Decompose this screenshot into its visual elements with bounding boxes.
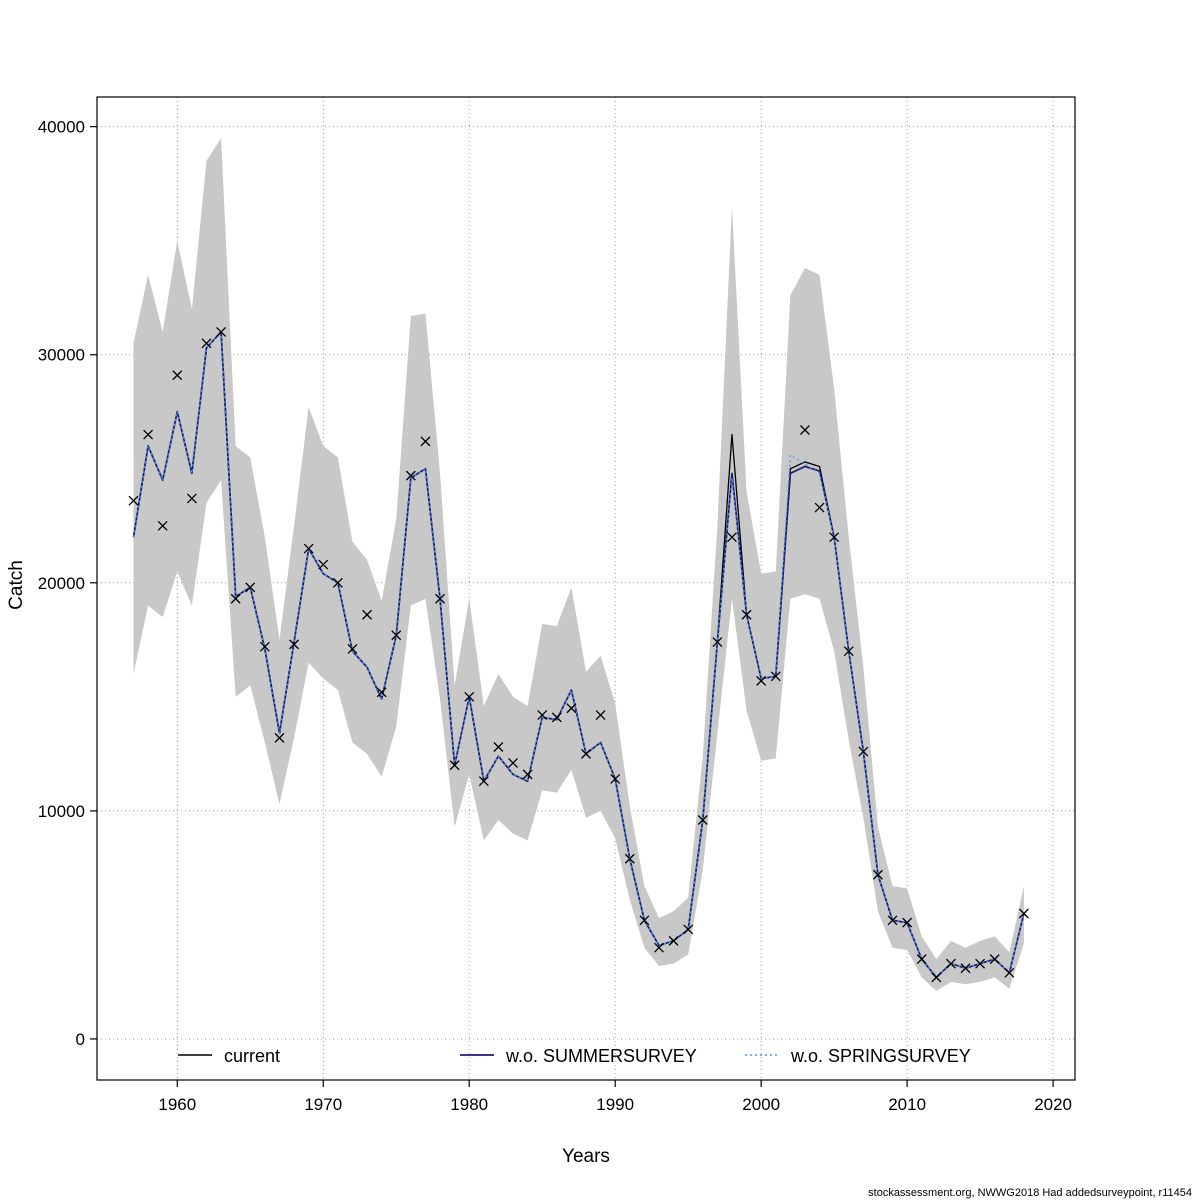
observation-marker: [216, 326, 227, 337]
observation-marker: [259, 641, 270, 652]
plot-area: 1960 1970 1980 1990 2000 2010 2020 0 10000 20000 3…: [38, 96, 1076, 1114]
observation-marker: [551, 712, 562, 723]
observation-marker: [537, 710, 548, 721]
observation-marker: [464, 691, 475, 702]
observation-marker: [610, 773, 621, 784]
observation-marker: [945, 958, 956, 969]
observation-marker: [289, 639, 300, 650]
observation-marker: [245, 582, 256, 593]
observation-marker: [478, 776, 489, 787]
observation-marker: [741, 609, 752, 620]
observation-marker: [1004, 967, 1015, 978]
x-tick-label: 1990: [596, 1095, 634, 1114]
observation-marker: [376, 687, 387, 698]
observation-marker: [186, 493, 197, 504]
legend-label-2: w.o. SPRINGSURVEY: [790, 1046, 971, 1066]
observation-marker: [303, 543, 314, 554]
observation-marker: [143, 429, 154, 440]
observation-marker: [362, 609, 373, 620]
observation-marker: [683, 924, 694, 935]
legend-label-0: current: [224, 1046, 280, 1066]
observation-marker: [347, 643, 358, 654]
observation-marker: [654, 942, 664, 953]
observation-marker: [318, 559, 329, 570]
observation-marker: [727, 532, 737, 543]
observation-marker: [157, 520, 168, 531]
observation-marker: [274, 732, 285, 743]
observation-marker: [405, 470, 416, 481]
x-tick-label: 2020: [1034, 1095, 1072, 1114]
observation-marker: [522, 769, 533, 780]
y-tick-label: 30000: [38, 346, 85, 365]
observation-marker: [872, 869, 883, 880]
observation-marker: [902, 917, 913, 928]
observation-marker: [508, 758, 518, 768]
observation-marker: [566, 703, 577, 714]
observation-marker: [770, 671, 781, 682]
x-tick-label: 2010: [888, 1095, 926, 1114]
x-tick-label: 1980: [450, 1095, 488, 1114]
observation-marker: [128, 495, 139, 506]
observation-marker: [639, 915, 650, 926]
observation-marker: [887, 915, 898, 926]
observation-marker: [172, 370, 183, 381]
observation-marker: [595, 710, 606, 721]
observation-marker: [799, 425, 810, 435]
observation-marker: [1018, 908, 1029, 919]
footer-credit: stockassessment.org, NWWG2018 Had addeds…: [868, 1187, 1192, 1199]
x-tick-label: 2000: [742, 1095, 780, 1114]
observation-marker: [201, 338, 212, 349]
observation-marker: [975, 958, 986, 969]
observation-marker: [989, 954, 1000, 965]
observation-marker: [931, 972, 942, 983]
observation-marker: [858, 746, 869, 757]
observation-marker: [829, 532, 840, 543]
legend-label-1: w.o. SUMMERSURVEY: [505, 1046, 697, 1066]
observation-marker: [843, 646, 854, 657]
y-tick-label: 40000: [38, 118, 85, 137]
observation-marker: [449, 760, 460, 771]
observation-marker: [916, 954, 927, 965]
observation-marker: [960, 963, 971, 974]
series-line-2: [132, 331, 1025, 979]
x-tick-label: 1970: [304, 1095, 342, 1114]
y-tick-label: 20000: [38, 574, 85, 593]
y-tick-label: 0: [76, 1030, 85, 1049]
observation-marker: [581, 748, 591, 759]
observation-marker: [493, 742, 504, 752]
x-tick-label: 1960: [158, 1095, 196, 1114]
observation-marker: [435, 593, 445, 604]
observation-marker: [697, 815, 708, 825]
observation-marker: [420, 436, 431, 447]
observation-marker: [332, 577, 343, 588]
observation-marker: [391, 630, 402, 641]
observation-marker: [230, 593, 241, 604]
plot-border: [96, 96, 1076, 1081]
y-axis-label: Catch: [6, 560, 27, 610]
observation-marker: [624, 853, 635, 864]
x-axis-label: Years: [562, 1146, 610, 1167]
observation-marker: [756, 675, 767, 686]
y-tick-label: 10000: [38, 802, 85, 821]
confidence-band: [133, 138, 1024, 992]
observation-marker: [668, 935, 679, 946]
observation-marker: [712, 637, 723, 648]
observation-marker: [814, 502, 825, 513]
